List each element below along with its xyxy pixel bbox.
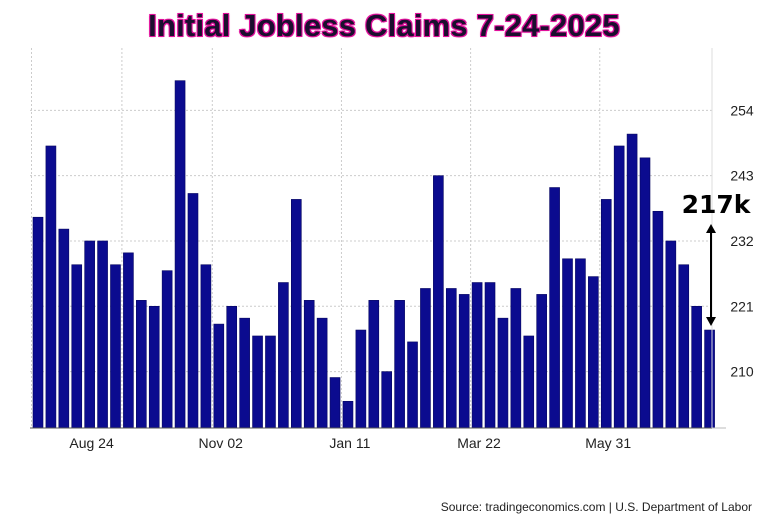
y-tick-label: 232 (730, 233, 754, 249)
bar (239, 317, 250, 429)
bar (626, 133, 638, 429)
bar (71, 264, 83, 429)
bar (110, 264, 121, 429)
bar (588, 276, 599, 429)
bar (252, 335, 263, 429)
bar (58, 228, 70, 429)
bar (678, 264, 690, 429)
bar (381, 371, 393, 429)
x-tick-label: Aug 24 (69, 435, 114, 451)
y-tick-label: 221 (730, 298, 754, 314)
annotation-arrow-down-head (706, 317, 716, 326)
bar (265, 335, 276, 429)
bar (45, 145, 57, 429)
annotation-arrow-up-head (706, 224, 716, 233)
bar (148, 305, 160, 429)
bar (652, 210, 664, 429)
bar (562, 258, 573, 429)
bar (575, 258, 586, 429)
bar (226, 305, 238, 429)
bar (497, 317, 509, 429)
bar (484, 282, 496, 429)
bar (433, 175, 444, 429)
annotation-label: 217k (682, 190, 752, 219)
bar (420, 288, 431, 429)
bar (290, 199, 302, 429)
bar (368, 300, 380, 429)
y-tick-label: 254 (730, 102, 754, 118)
x-tick-label: May 31 (585, 435, 631, 451)
y-tick-labels: 210 221 232 243 254 (730, 102, 754, 379)
bar (97, 240, 108, 429)
bar (84, 240, 95, 429)
x-tick-labels: Aug 24 Nov 02 Jan 11 Mar 22 May 31 (69, 435, 631, 451)
y-tick-label: 243 (730, 168, 754, 184)
bar (523, 335, 535, 429)
bar (32, 216, 44, 429)
bar (200, 264, 212, 429)
bar (600, 199, 612, 429)
bar (278, 282, 289, 429)
bar (704, 329, 715, 429)
y-tick-label: 210 (730, 364, 754, 380)
bar (665, 240, 677, 429)
bar (613, 145, 625, 429)
bar (161, 270, 173, 429)
bar (407, 341, 418, 429)
bars-layer (32, 80, 715, 429)
bar (174, 80, 186, 429)
bar (187, 193, 199, 429)
bar (536, 294, 547, 429)
bar (213, 323, 225, 429)
bar (471, 282, 483, 429)
bar (342, 400, 354, 429)
bar (458, 294, 470, 429)
x-tick-label: Mar 22 (457, 435, 501, 451)
chart-title: Initial Jobless Claims 7-24-2025 (148, 8, 620, 43)
bar (510, 288, 522, 429)
bar (123, 252, 134, 429)
bar (445, 288, 457, 429)
bar (136, 300, 147, 429)
bar (329, 377, 341, 429)
x-tick-label: Nov 02 (199, 435, 244, 451)
x-tick-label: Jan 11 (329, 435, 370, 451)
bar (355, 329, 367, 429)
source-note: Source: tradingeconomics.com | U.S. Depa… (440, 500, 752, 514)
bar (549, 187, 560, 429)
bar (691, 305, 702, 429)
latest-value-annotation: 217k (682, 190, 752, 326)
bar (394, 300, 405, 429)
bar (303, 300, 315, 429)
bar (639, 157, 651, 429)
bar (316, 317, 328, 429)
